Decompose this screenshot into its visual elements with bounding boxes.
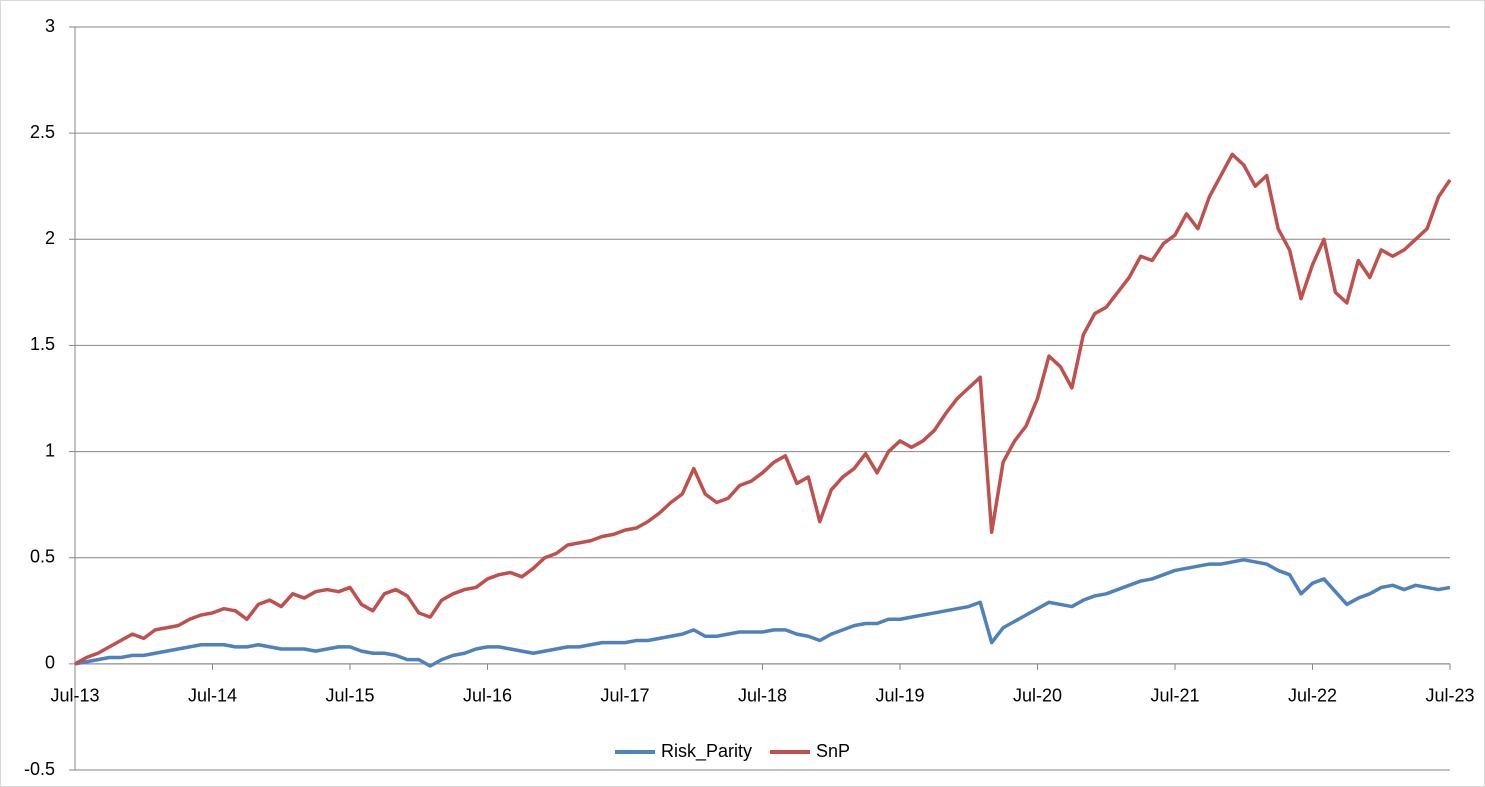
y-tick-label: 0.5	[30, 546, 55, 566]
y-tick-label: 3	[45, 16, 55, 36]
x-tick-label: Jul-13	[50, 686, 99, 706]
series-line	[74, 558, 1451, 668]
y-tick-label: 2	[45, 228, 55, 248]
x-tick-label: Jul-22	[1288, 686, 1337, 706]
y-tick-label: 1	[45, 440, 55, 460]
series-line	[74, 152, 1452, 666]
y-tick-label: 0	[45, 653, 55, 673]
y-tick-label: -0.5	[24, 759, 55, 779]
x-tick-label: Jul-21	[1150, 686, 1199, 706]
x-tick-label: Jul-16	[463, 686, 512, 706]
y-tick-label: 2.5	[30, 122, 55, 142]
x-tick-label: Jul-20	[1013, 686, 1062, 706]
legend-label: Risk_Parity	[661, 741, 752, 762]
x-tick-label: Jul-19	[875, 686, 924, 706]
y-tick-label: 1.5	[30, 334, 55, 354]
x-tick-label: Jul-15	[325, 686, 374, 706]
x-tick-label: Jul-23	[1425, 686, 1474, 706]
x-tick-label: Jul-17	[600, 686, 649, 706]
legend-label: SnP	[816, 741, 850, 761]
x-tick-label: Jul-14	[188, 686, 237, 706]
x-tick-label: Jul-18	[738, 686, 787, 706]
